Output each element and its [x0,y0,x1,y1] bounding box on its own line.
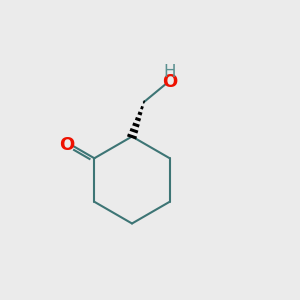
Text: O: O [59,136,74,154]
Text: O: O [163,73,178,91]
Text: H: H [164,63,176,81]
